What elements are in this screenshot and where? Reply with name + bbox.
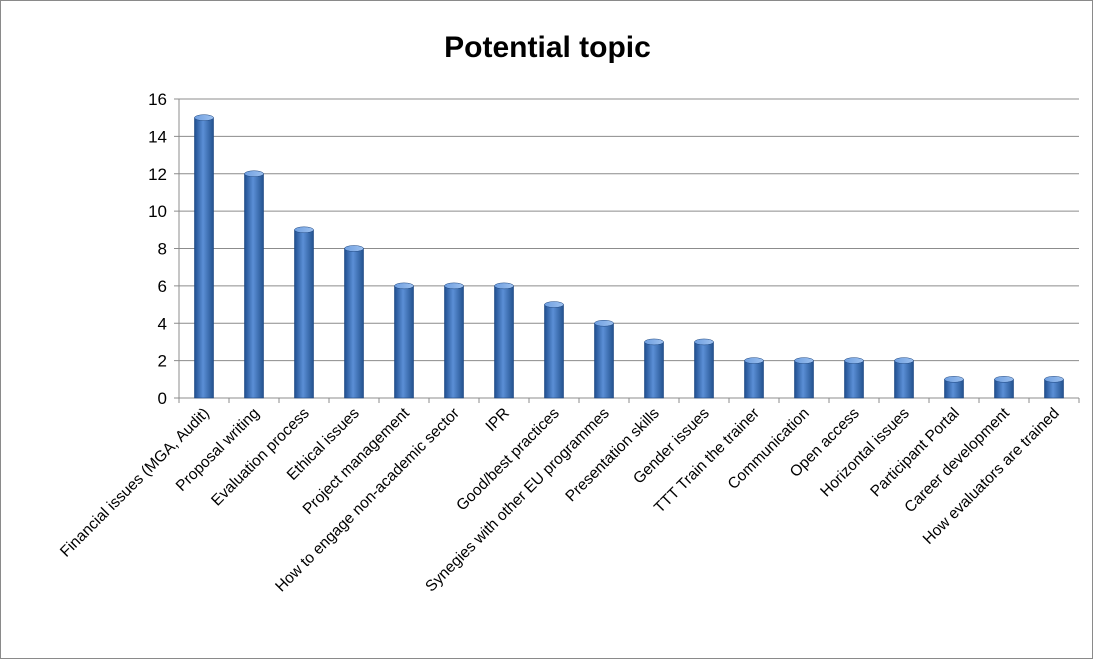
bar-cap — [644, 338, 664, 346]
x-category-label: Synegies with other EU programmes — [422, 405, 613, 596]
bar-cap — [394, 282, 414, 290]
bar-body — [394, 285, 414, 399]
bar — [844, 357, 864, 399]
bar-body — [494, 285, 514, 399]
bar-cap — [594, 320, 614, 327]
axes: 0 2 4 6 8 10 12 14 16 — [148, 90, 1080, 408]
bar-cap — [194, 114, 214, 121]
x-category-label: How to engage non-academic sector — [272, 405, 463, 596]
y-tick-label: 8 — [158, 240, 167, 259]
bar-cap — [694, 338, 714, 346]
bar-body — [894, 360, 914, 399]
bar-cap — [844, 357, 864, 364]
bar — [444, 282, 464, 399]
bar-cap — [944, 376, 964, 383]
bar — [594, 320, 614, 399]
bar — [544, 301, 564, 399]
bar-cap — [894, 357, 914, 364]
bar — [344, 245, 364, 399]
bar-body — [344, 248, 364, 399]
bar-body — [694, 341, 714, 399]
bar-cap — [794, 357, 814, 364]
bar — [894, 357, 914, 399]
bar — [794, 357, 814, 399]
bar-body — [844, 360, 864, 399]
y-tick-label: 6 — [158, 277, 167, 296]
bar-body — [294, 229, 314, 399]
y-tick-label: 2 — [158, 352, 167, 371]
y-tick-label: 14 — [148, 127, 167, 146]
bar-cap — [294, 226, 314, 234]
bar — [1044, 376, 1064, 399]
x-category-label: Participant Portal — [867, 405, 962, 500]
bar-body — [794, 360, 814, 399]
bar — [944, 376, 964, 399]
bars — [194, 114, 1064, 399]
bar — [394, 282, 414, 399]
bar-body — [244, 173, 264, 399]
bar-cap — [544, 301, 564, 308]
bar-body — [644, 341, 664, 399]
bar-cap — [494, 282, 514, 290]
bar-cap — [994, 376, 1014, 383]
bar-cap — [344, 245, 364, 252]
bar — [644, 338, 664, 399]
bar-cap — [444, 282, 464, 290]
y-tick-label: 4 — [158, 314, 167, 333]
bar — [744, 357, 764, 399]
x-category-label: Presentation skills — [562, 405, 663, 506]
bar-cap — [744, 357, 764, 364]
bar — [994, 376, 1014, 399]
bar — [244, 170, 264, 399]
bar-body — [194, 117, 214, 399]
bar-cap — [244, 170, 264, 177]
bar — [194, 114, 214, 399]
y-tick-label: 12 — [148, 165, 167, 184]
bar — [694, 338, 714, 399]
x-category-label: IPR — [483, 405, 513, 435]
gridlines — [179, 98, 1079, 362]
chart-title: Potential topic — [444, 31, 651, 64]
y-tick-label: 16 — [148, 90, 167, 109]
y-tick-label: 10 — [148, 202, 167, 221]
bar-body — [594, 322, 614, 399]
bar-body — [544, 304, 564, 399]
bar — [294, 226, 314, 399]
category-labels: Financial issues (MGA, Audit)Proposal wr… — [57, 404, 1063, 595]
x-category-label: Horizontal issues — [817, 405, 913, 501]
bar-body — [444, 285, 464, 399]
bar-body — [744, 360, 764, 399]
bar-cap — [1044, 376, 1064, 383]
y-tick-label: 0 — [158, 389, 167, 408]
bar — [494, 282, 514, 399]
